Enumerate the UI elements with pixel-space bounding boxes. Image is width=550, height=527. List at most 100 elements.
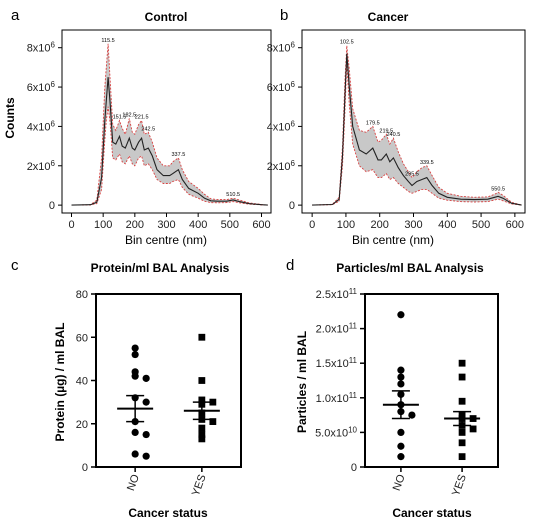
panel-a-line-chart: Control Counts Bin centre (nm) 0 100 200 30… [3, 10, 272, 247]
x-axis-label: Bin centre (nm) [352, 233, 434, 247]
plot-frame [95, 293, 242, 468]
y-tick-label: 1.5x1011 [316, 356, 358, 370]
y-tick-label: 0 [49, 200, 55, 212]
data-point-circle [131, 372, 139, 380]
y-tick-label: 60 [76, 332, 88, 344]
x-tick-label: 0 [309, 219, 315, 231]
panel-letter-d: d [286, 257, 294, 274]
data-point-circle [397, 380, 405, 388]
x-tick-label: NO [391, 473, 408, 493]
x-tick-label: 400 [189, 219, 207, 231]
data-point-circle [397, 428, 405, 436]
chart-title: Protein/ml BAL Analysis [91, 261, 230, 275]
x-tick-label: 600 [252, 219, 270, 231]
data-point-square [458, 429, 466, 436]
x-tick-label: 100 [94, 219, 112, 231]
data-point-circle [142, 398, 150, 406]
data-point-circle [397, 453, 405, 461]
data-point-circle [131, 450, 139, 458]
y-tick-label: 8x106 [267, 41, 296, 55]
x-tick-label: YES [450, 473, 469, 498]
y-tick-label: 2x106 [27, 159, 56, 173]
data-point-circle [397, 373, 405, 381]
data-point-square [469, 425, 477, 433]
y-axis-label: Counts [3, 97, 17, 139]
y-axis-label: Protein (µg) / ml BAL [53, 323, 67, 442]
x-tick-label: 400 [438, 219, 456, 231]
y-tick-label: 6x106 [267, 80, 296, 94]
data-point-circle [397, 442, 405, 450]
chart-title: Control [145, 10, 188, 24]
data-point-circle [142, 430, 150, 439]
lower-bound-line [71, 106, 268, 206]
chart-title: Cancer [368, 10, 409, 24]
upper-bound-line [312, 45, 522, 206]
peak-label: 337.5 [171, 152, 185, 158]
data-point-square [198, 377, 206, 384]
peak-label: 339.5 [420, 160, 434, 166]
data-point-square [209, 418, 217, 425]
y-tick-label: 0 [82, 462, 88, 474]
peak-label: 179.5 [366, 120, 380, 126]
y-tick-label: 20 [76, 419, 88, 431]
x-axis-label: Cancer status [128, 506, 208, 520]
data-point-square [198, 333, 206, 341]
y-tick-label: 1.0x1011 [316, 391, 358, 405]
y-tick-label: 80 [76, 289, 88, 301]
y-tick-label: 4x106 [27, 119, 56, 133]
x-tick-label: 0 [68, 219, 74, 231]
plot-frame [364, 293, 499, 468]
x-tick-label: 500 [221, 219, 239, 231]
panel-letter-b: b [280, 7, 288, 24]
mean-line [71, 77, 268, 206]
peak-label: 295.5 [405, 172, 419, 178]
y-tick-label: 4x106 [267, 119, 296, 133]
y-tick-label: 2x106 [267, 159, 296, 173]
x-tick-label: YES [190, 473, 209, 498]
x-tick-label: 200 [371, 219, 389, 231]
upper-bound-line [71, 43, 268, 206]
peak-label: 550.5 [491, 186, 505, 192]
panel-letter-c: c [11, 257, 19, 274]
confidence-band [71, 43, 268, 206]
panel-letter-a: a [11, 7, 20, 24]
panel-d-scatter-chart: Particles/ml BAL Analysis Particles / ml… [295, 261, 499, 520]
x-tick-label: 100 [337, 219, 355, 231]
data-point-square [458, 453, 466, 461]
x-axis-label: Cancer status [392, 506, 472, 520]
peak-label: 219.5 [379, 128, 393, 134]
y-tick-label: 40 [76, 376, 88, 388]
x-tick-label: 300 [157, 219, 175, 231]
y-tick-label: 8x106 [27, 41, 56, 55]
x-tick-label: NO [125, 473, 142, 493]
data-point-square [198, 435, 206, 443]
data-point-circle [397, 311, 405, 319]
peak-label: 221.5 [135, 115, 149, 121]
x-tick-label: 600 [506, 219, 524, 231]
x-tick-label: 200 [126, 219, 144, 231]
data-point-square [458, 397, 466, 405]
y-tick-label: 2.0x1011 [316, 322, 358, 336]
y-tick-label: 5.0x1010 [315, 425, 357, 439]
data-point-circle [142, 374, 150, 382]
data-point-square [458, 359, 466, 367]
data-point-circle [131, 344, 139, 352]
y-tick-label: 6x106 [27, 80, 56, 94]
lower-bound-line [312, 63, 522, 206]
peak-label: 240.5 [387, 132, 401, 138]
mean-line [312, 53, 522, 206]
y-tick-label: 0 [351, 462, 357, 474]
x-tick-label: 500 [472, 219, 490, 231]
data-point-square [198, 424, 206, 432]
peak-label: 510.5 [226, 192, 240, 198]
peak-label: 182.5 [122, 113, 136, 119]
data-point-square [198, 431, 206, 438]
y-axis-label: Particles / ml BAL [295, 331, 309, 433]
data-point-circle [142, 452, 150, 460]
panel-c-scatter-chart: Protein/ml BAL Analysis Protein (µg) / m… [53, 261, 242, 520]
peak-label: 151.5 [113, 115, 127, 121]
peak-label: 115.5 [101, 38, 114, 44]
panel-b-line-chart: Cancer Bin centre (nm) 0 100 200 300 400 500 6… [267, 10, 526, 247]
data-point-square [209, 398, 217, 406]
